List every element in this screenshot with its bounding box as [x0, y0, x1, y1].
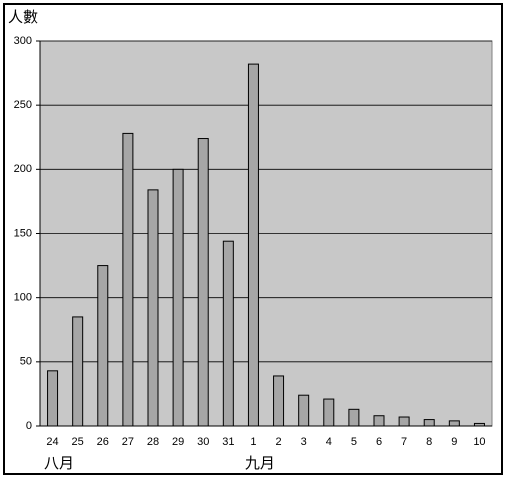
x-tick-label: 29	[172, 436, 184, 448]
bar	[348, 408, 360, 427]
y-tick-label: 150	[14, 227, 32, 239]
bar	[473, 422, 485, 427]
bar	[72, 316, 84, 427]
x-tick-label: 27	[122, 436, 134, 448]
x-tick-label: 26	[97, 436, 109, 448]
y-tick-label: 300	[14, 35, 32, 47]
x-tick-label: 7	[401, 436, 407, 448]
x-tick-label: 24	[46, 436, 58, 448]
bar	[122, 132, 134, 427]
x-group-label: 八月	[44, 455, 74, 472]
y-tick-label: 0	[26, 420, 32, 432]
x-group-label: 九月	[245, 455, 275, 472]
x-tick-label: 2	[275, 436, 281, 448]
x-tick-label: 3	[301, 436, 307, 448]
bar	[197, 138, 209, 427]
x-tick-label: 4	[326, 436, 332, 448]
y-tick-label: 50	[20, 356, 32, 368]
y-tick-label: 100	[14, 292, 32, 304]
x-tick-label: 1	[250, 436, 256, 448]
bar	[47, 370, 59, 427]
y-axis-title: 人數	[8, 9, 38, 26]
bar	[247, 63, 259, 427]
bar	[423, 419, 435, 427]
x-tick-label: 6	[376, 436, 382, 448]
x-tick-label: 25	[72, 436, 84, 448]
bar	[222, 240, 234, 427]
x-tick-label: 9	[451, 436, 457, 448]
bar	[398, 416, 410, 427]
x-tick-label: 8	[426, 436, 432, 448]
x-tick-label: 28	[147, 436, 159, 448]
bar	[448, 420, 460, 427]
bar	[373, 415, 385, 427]
bar	[97, 265, 109, 427]
x-tick-label: 5	[351, 436, 357, 448]
bar	[273, 375, 285, 427]
bar	[323, 398, 335, 427]
x-tick-label: 31	[222, 436, 234, 448]
bar	[147, 189, 159, 427]
y-tick-label: 200	[14, 163, 32, 175]
bar	[172, 168, 184, 427]
x-tick-label: 30	[197, 436, 209, 448]
y-tick-label: 250	[14, 99, 32, 111]
bar	[298, 394, 310, 427]
x-tick-label: 10	[473, 436, 485, 448]
